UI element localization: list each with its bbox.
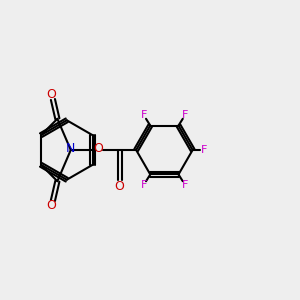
Text: F: F [140,180,147,190]
Text: N: N [66,142,75,155]
Text: F: F [182,110,188,120]
Text: F: F [140,110,147,120]
Text: F: F [201,145,208,155]
Text: O: O [46,200,56,212]
Text: O: O [114,180,124,193]
Text: F: F [182,180,188,190]
Text: O: O [94,142,103,155]
Text: O: O [46,88,56,100]
